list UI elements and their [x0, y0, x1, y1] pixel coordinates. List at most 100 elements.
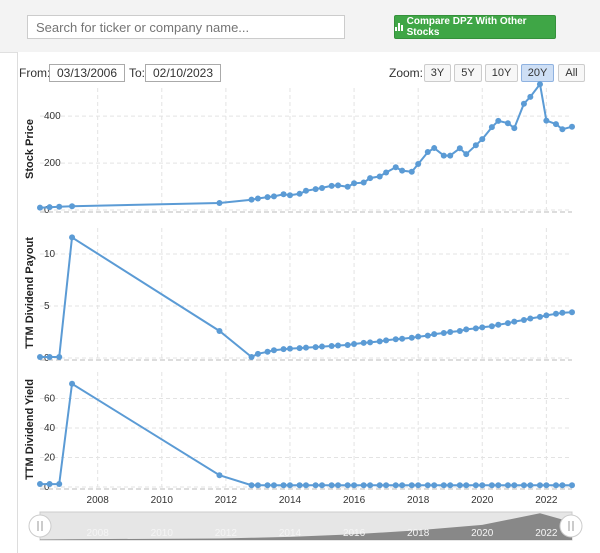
data-point — [303, 482, 309, 489]
navigator-tick-label: 2010 — [151, 528, 174, 539]
data-point — [415, 333, 422, 340]
data-point — [286, 345, 293, 352]
data-point — [351, 482, 358, 489]
data-point — [280, 346, 287, 353]
data-point — [46, 204, 53, 211]
zoom-20y-button[interactable]: 20Y — [521, 64, 554, 82]
data-point — [447, 329, 454, 335]
data-point — [424, 482, 431, 489]
data-point — [254, 482, 261, 489]
navigator-tick-label: 2018 — [407, 528, 430, 539]
data-point — [335, 182, 342, 189]
data-point — [552, 121, 559, 128]
series-line — [39, 81, 573, 209]
y-axis-title: Stock Price — [24, 119, 36, 179]
y-axis-title: TTM Dividend Yield — [24, 379, 36, 480]
data-point — [216, 327, 223, 334]
from-label: From: — [19, 66, 51, 80]
zoom-3y-button[interactable]: 3Y — [424, 64, 451, 82]
data-point — [495, 117, 502, 124]
x-tick-label: 2018 — [407, 495, 430, 506]
data-point — [495, 482, 502, 489]
data-point — [415, 482, 422, 489]
data-point — [344, 183, 351, 190]
series-line — [40, 235, 573, 359]
x-tick-label: 2016 — [343, 495, 366, 506]
data-point — [543, 117, 550, 124]
search-input[interactable] — [27, 15, 345, 39]
data-point — [463, 326, 470, 333]
data-point — [440, 482, 447, 489]
x-tick-label: 2008 — [87, 495, 110, 506]
compare-stocks-button[interactable]: Compare DPZ With Other Stocks — [394, 15, 556, 39]
navigator-area — [40, 513, 572, 540]
data-point — [296, 482, 303, 489]
data-point — [319, 343, 326, 350]
data-point — [303, 187, 309, 194]
data-point — [296, 345, 303, 352]
data-point — [456, 145, 463, 152]
from-date-input[interactable]: 03/13/2006 — [49, 64, 125, 82]
data-point — [440, 152, 447, 159]
x-tick-label: 2014 — [279, 495, 302, 506]
navigator-tick-label: 2012 — [215, 528, 238, 539]
data-point — [303, 344, 309, 351]
data-point — [344, 342, 351, 348]
data-point — [543, 482, 550, 489]
data-point — [472, 325, 479, 332]
data-point — [543, 312, 550, 319]
zoom-all-button[interactable]: All — [558, 64, 585, 82]
y-tick-label: 10 — [44, 249, 56, 260]
data-point — [520, 100, 527, 107]
data-point — [328, 182, 335, 189]
x-tick-label: 2020 — [471, 495, 494, 506]
data-point — [399, 335, 406, 342]
data-point — [552, 310, 559, 317]
to-date-input[interactable]: 02/10/2023 — [145, 64, 221, 82]
data-point — [569, 482, 575, 489]
chart-panel — [17, 52, 600, 553]
data-point — [408, 168, 415, 175]
data-point — [344, 482, 351, 489]
data-point — [280, 191, 287, 198]
data-point — [520, 482, 527, 489]
data-point — [520, 317, 527, 324]
zoom-10y-button[interactable]: 10Y — [485, 64, 518, 82]
data-point — [367, 339, 374, 346]
y-axis-title: TTM Dividend Payout — [24, 237, 36, 349]
data-point — [504, 120, 511, 127]
data-point — [392, 164, 399, 171]
data-point — [488, 323, 495, 330]
data-point — [216, 472, 223, 479]
navigator-tick-label: 2014 — [279, 528, 302, 539]
data-point — [270, 347, 277, 354]
data-point — [46, 481, 53, 488]
bar-chart-icon — [395, 23, 403, 31]
data-point — [479, 482, 486, 489]
compare-button-label: Compare DPZ With Other Stocks — [406, 16, 527, 38]
navigator-left-handle[interactable] — [28, 514, 52, 538]
data-point — [536, 482, 543, 489]
data-point — [559, 309, 566, 316]
y-tick-label: 5 — [44, 301, 50, 312]
data-point — [463, 151, 470, 158]
data-point — [463, 482, 470, 489]
data-point — [312, 186, 319, 193]
data-point — [254, 195, 261, 202]
navigator-right-handle[interactable] — [559, 514, 583, 538]
data-point — [383, 337, 390, 344]
data-point — [280, 482, 287, 489]
data-point — [351, 340, 358, 347]
data-point — [69, 234, 76, 241]
zoom-5y-button[interactable]: 5Y — [454, 64, 482, 82]
data-point — [335, 342, 342, 349]
data-point — [367, 482, 374, 489]
data-point — [424, 332, 431, 339]
data-point — [37, 204, 43, 211]
data-point — [408, 482, 415, 489]
data-point — [472, 482, 479, 489]
x-tick-label: 2022 — [535, 495, 558, 506]
zoom-label: Zoom: — [389, 66, 424, 80]
data-point — [248, 482, 255, 489]
data-point — [431, 482, 438, 489]
